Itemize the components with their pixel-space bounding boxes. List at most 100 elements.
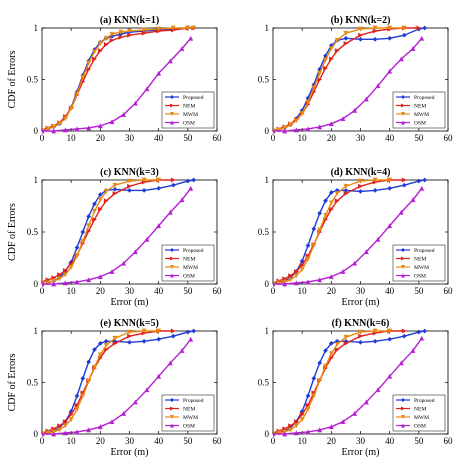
data-point — [80, 393, 86, 399]
x-tick-label: 10 — [298, 436, 308, 446]
data-point — [416, 178, 422, 184]
data-point — [317, 227, 323, 233]
legend-swatch-marker — [170, 423, 174, 428]
x-tick-label: 60 — [213, 286, 223, 296]
data-point — [299, 111, 305, 117]
x-tick-label: 60 — [444, 436, 454, 446]
data-point — [92, 217, 98, 222]
data-point — [311, 393, 317, 399]
data-point — [62, 127, 68, 133]
data-point — [363, 96, 369, 102]
data-point — [42, 128, 45, 134]
x-tick-label: 60 — [444, 286, 454, 296]
legend-swatch-marker — [401, 103, 405, 108]
x-tick-label: 50 — [414, 436, 424, 446]
data-point — [299, 258, 305, 264]
data-point — [288, 277, 293, 283]
legend-swatch-marker — [170, 273, 174, 278]
data-point — [273, 128, 276, 134]
data-point — [121, 410, 127, 416]
legend-entry: Proposed — [414, 95, 435, 101]
data-point — [103, 343, 109, 348]
data-point — [305, 406, 311, 412]
data-point — [45, 430, 51, 436]
chart-panel-5: (e) KNN(k=5) 0 10 20 30 40 50 60 0 0.5 1 Error (m) C… — [7, 318, 222, 458]
chart-panel-6: (f) KNN(k=6) 0 10 20 30 40 50 60 0 0.5 1 Error (m) P… — [258, 318, 453, 458]
data-point — [387, 68, 393, 74]
data-point — [86, 60, 92, 66]
data-point — [328, 274, 334, 280]
legend-entry: OSM — [183, 424, 195, 430]
x-tick-label: 10 — [67, 436, 77, 446]
data-point — [293, 269, 299, 274]
data-point — [401, 182, 407, 188]
legend-entry: Proposed — [183, 95, 204, 101]
data-point — [141, 338, 147, 344]
data-point — [328, 424, 334, 430]
data-point — [51, 431, 57, 437]
data-point — [340, 268, 346, 274]
data-point — [317, 210, 323, 216]
series-osm — [42, 185, 194, 287]
y-tick-label: 0.5 — [258, 378, 270, 388]
legend-entry: MWM — [183, 265, 198, 271]
data-point — [92, 364, 97, 370]
data-point — [323, 348, 328, 353]
data-point — [112, 340, 118, 346]
data-point — [343, 30, 349, 36]
data-point — [74, 126, 80, 132]
x-tick-label: 30 — [356, 133, 366, 143]
data-point — [97, 274, 103, 280]
data-point — [80, 229, 86, 235]
data-point — [144, 387, 150, 393]
data-point — [305, 279, 311, 285]
data-point — [293, 118, 299, 124]
chart-panel-2: (b) KNN(k=2) 0 10 20 30 40 50 60 0 0.5 1 Proposed NE… — [258, 15, 453, 143]
data-point — [51, 278, 57, 284]
legend-entry: OSM — [183, 121, 195, 127]
series-mwm — [42, 25, 197, 134]
x-axis-label: Error (m) — [110, 297, 148, 308]
data-point — [293, 280, 299, 286]
data-point — [398, 56, 404, 62]
data-point — [273, 281, 276, 287]
data-point — [74, 91, 80, 97]
data-point — [398, 360, 404, 366]
data-point — [282, 431, 288, 437]
data-point — [68, 417, 74, 423]
data-point — [317, 427, 323, 433]
data-point — [62, 268, 68, 273]
legend-entry: MWM — [414, 112, 429, 118]
chart-title: (c) KNN(k=3) — [100, 167, 159, 178]
legend-swatch-marker — [401, 95, 405, 99]
data-point — [328, 190, 334, 195]
data-point — [42, 431, 45, 437]
legend-swatch-marker — [401, 265, 405, 269]
data-point — [109, 31, 115, 37]
data-point — [80, 375, 86, 381]
x-tick-label: 0 — [271, 436, 276, 446]
y-tick-label: 1 — [34, 23, 39, 33]
legend-entry: Proposed — [183, 248, 204, 254]
data-point — [57, 121, 62, 127]
series-mwm — [273, 328, 393, 437]
series-mwm — [42, 328, 162, 437]
data-point — [317, 124, 323, 130]
data-point — [167, 360, 173, 366]
data-point — [156, 336, 162, 342]
data-point — [141, 328, 147, 334]
data-point — [51, 128, 57, 134]
data-point — [103, 42, 109, 47]
data-point — [343, 334, 349, 340]
data-point — [86, 223, 92, 229]
data-point — [282, 281, 288, 287]
data-point — [121, 260, 127, 266]
data-point — [170, 177, 176, 183]
data-point — [293, 430, 299, 436]
data-point — [97, 340, 103, 346]
data-point — [358, 329, 363, 335]
data-point — [293, 423, 299, 429]
data-point — [416, 25, 422, 31]
data-point — [340, 419, 346, 424]
data-point — [97, 197, 103, 203]
